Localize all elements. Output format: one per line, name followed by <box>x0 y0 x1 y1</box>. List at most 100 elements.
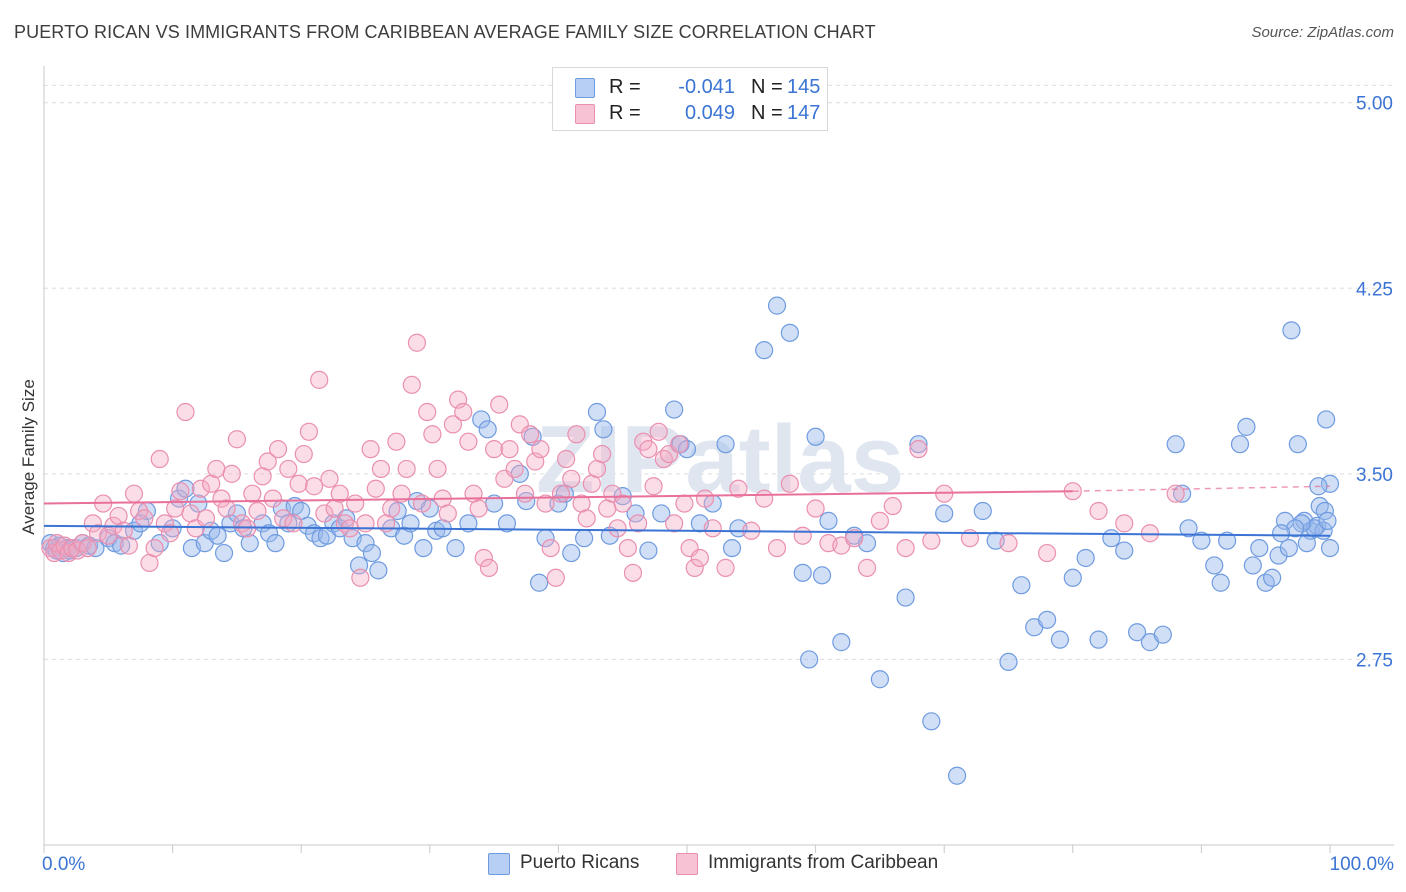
bottom-legend-label: Puerto Ricans <box>520 852 640 873</box>
data-point <box>531 440 550 459</box>
data-point <box>1317 410 1336 429</box>
data-point <box>755 341 774 360</box>
data-point <box>670 435 689 454</box>
data-point <box>284 514 303 533</box>
data-point <box>310 370 329 389</box>
data-point <box>497 514 517 533</box>
data-point <box>935 504 954 523</box>
data-point <box>214 543 234 563</box>
data-point <box>1127 623 1147 642</box>
data-point <box>1192 531 1211 550</box>
data-point <box>189 494 208 513</box>
data-point <box>176 402 195 422</box>
data-point <box>922 712 941 731</box>
data-point <box>896 538 915 558</box>
data-point <box>438 504 457 523</box>
data-point <box>947 766 967 785</box>
data-point <box>1050 630 1070 649</box>
data-point <box>521 425 540 444</box>
data-point <box>443 415 463 434</box>
data-point <box>1269 546 1288 565</box>
data-point <box>690 548 709 568</box>
data-point <box>73 534 92 553</box>
data-point <box>150 449 169 469</box>
legend-n-label: N = <box>751 102 783 124</box>
data-point <box>1320 538 1340 558</box>
data-point <box>793 563 812 582</box>
data-point <box>135 509 154 528</box>
data-point <box>191 479 210 498</box>
data-point <box>530 573 549 592</box>
data-point <box>755 489 774 508</box>
data-point <box>562 543 581 563</box>
legend: R = -0.041 N = 145 R = 0.049 N = 147 <box>552 67 828 131</box>
data-point <box>330 484 349 503</box>
data-point <box>446 538 465 558</box>
data-point <box>515 484 535 503</box>
data-point <box>299 422 319 441</box>
data-point <box>320 469 339 488</box>
data-point <box>402 375 421 394</box>
data-point <box>608 519 627 538</box>
data-point <box>1250 538 1269 558</box>
data-point <box>259 524 279 543</box>
data-point <box>1218 531 1237 550</box>
data-point <box>639 541 658 560</box>
legend-swatch-pink <box>575 104 595 124</box>
data-point <box>1263 568 1282 587</box>
data-point <box>160 524 180 543</box>
data-point <box>243 484 262 503</box>
data-point <box>819 511 838 530</box>
data-point <box>459 432 478 451</box>
data-point <box>922 531 941 550</box>
data-point <box>562 469 581 488</box>
y-tick-label: 3.50 <box>1356 465 1393 486</box>
chart-title: PUERTO RICAN VS IMMIGRANTS FROM CARIBBEA… <box>14 22 876 42</box>
data-point <box>618 538 637 558</box>
legend-r-value: -0.041 <box>678 76 735 98</box>
data-point <box>369 561 388 580</box>
data-point <box>629 514 648 533</box>
data-point <box>112 536 131 555</box>
data-point <box>896 588 915 607</box>
data-point <box>1037 543 1057 563</box>
legend-r-value: 0.049 <box>684 102 735 124</box>
data-point <box>1310 496 1329 516</box>
data-point <box>1286 519 1305 538</box>
data-point <box>407 333 427 352</box>
data-point <box>479 558 499 577</box>
data-point <box>1102 529 1121 548</box>
data-point <box>315 504 334 523</box>
data-point <box>346 494 365 513</box>
data-point <box>222 464 241 483</box>
data-point <box>78 538 97 558</box>
data-point <box>1205 556 1224 575</box>
data-point <box>1063 568 1082 587</box>
data-point <box>1320 474 1340 493</box>
data-point <box>1211 573 1230 592</box>
data-point <box>832 633 851 652</box>
data-point <box>1243 556 1262 575</box>
data-point <box>208 526 227 545</box>
data-point <box>1166 484 1185 503</box>
data-point <box>652 504 671 523</box>
data-point <box>240 534 259 553</box>
data-point <box>119 536 138 555</box>
data-point <box>362 543 382 563</box>
data-point <box>767 296 787 315</box>
data-point <box>412 494 432 513</box>
data-point <box>722 538 742 558</box>
data-point <box>536 494 555 513</box>
data-point <box>541 538 560 558</box>
data-point <box>356 534 375 553</box>
data-point <box>1282 321 1301 340</box>
bottom-legend-swatch-blue <box>488 853 510 875</box>
data-point <box>258 452 277 471</box>
data-point <box>793 526 812 545</box>
data-point <box>806 499 825 518</box>
data-point <box>485 440 504 459</box>
y-tick-label: 2.75 <box>1356 650 1393 671</box>
data-point <box>675 494 694 513</box>
data-point <box>387 432 406 451</box>
data-point <box>567 425 586 444</box>
